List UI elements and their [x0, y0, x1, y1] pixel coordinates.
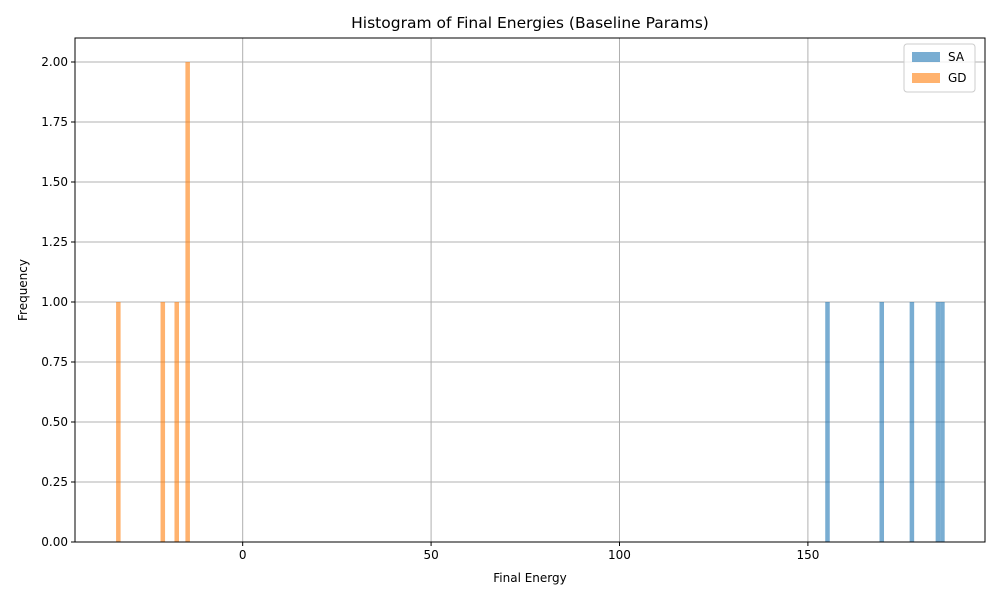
- x-tick-label: 0: [239, 548, 247, 562]
- legend: SA GD: [903, 43, 976, 93]
- legend-swatch-sa: [912, 52, 940, 62]
- legend-label-sa: SA: [948, 50, 965, 64]
- y-tick-label: 1.50: [41, 175, 68, 189]
- histogram-bar-sa: [909, 302, 915, 542]
- histogram-bar-sa: [825, 302, 830, 542]
- y-tick-label: 0.50: [41, 415, 68, 429]
- chart-title: Histogram of Final Energies (Baseline Pa…: [351, 14, 709, 32]
- plot-frame: [74, 37, 986, 543]
- y-tick-label: 1.75: [41, 115, 68, 129]
- x-tick-label: 150: [796, 548, 819, 562]
- histogram-bar-gd: [116, 302, 121, 542]
- x-axis-label: Final Energy: [493, 571, 566, 585]
- y-tick-label: 1.00: [41, 295, 68, 309]
- histogram-bar-gd: [160, 302, 166, 542]
- y-tick-label: 2.00: [41, 55, 68, 69]
- y-axis-ticks: 0.00 0.25 0.50 0.75 1.00 1.25 1.50 1.75 2.00: [41, 55, 75, 549]
- y-axis-label: Frequency: [16, 259, 30, 321]
- histogram-bar-gd: [174, 302, 179, 542]
- x-tick-label: 50: [423, 548, 438, 562]
- histogram-bars: [116, 62, 945, 542]
- y-tick-label: 1.25: [41, 235, 68, 249]
- histogram-bar-sa: [879, 302, 885, 542]
- legend-swatch-gd: [912, 73, 940, 83]
- x-tick-label: 100: [608, 548, 631, 562]
- histogram-bar-sa: [940, 302, 945, 542]
- y-tick-label: 0.00: [41, 535, 68, 549]
- y-tick-label: 0.25: [41, 475, 68, 489]
- x-axis-ticks: 0 50 100 150: [239, 542, 819, 562]
- histogram-bar-gd: [185, 62, 190, 542]
- y-tick-label: 0.75: [41, 355, 68, 369]
- grid-lines: [75, 38, 985, 543]
- legend-label-gd: GD: [948, 71, 967, 85]
- histogram-bar-sa: [935, 302, 941, 542]
